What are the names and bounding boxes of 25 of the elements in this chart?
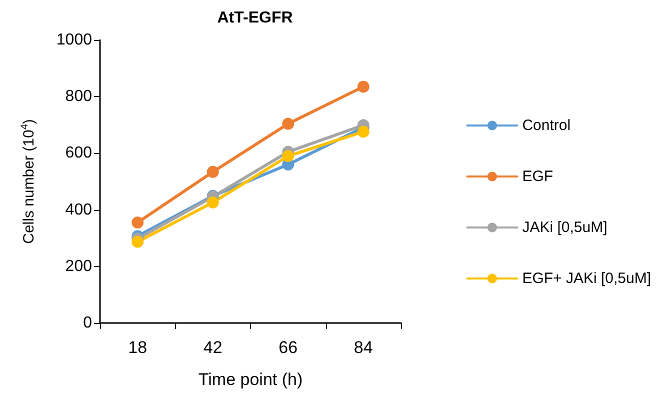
legend-label: EGF	[522, 168, 554, 185]
chart-title: AtT-EGFR	[217, 10, 294, 26]
y-tick-label: 200	[65, 258, 92, 275]
point	[357, 126, 370, 138]
y-tick-label: 400	[65, 201, 92, 218]
y-tick-label: 800	[65, 88, 92, 106]
legend-label: JAKi [0,5uM]	[522, 219, 608, 236]
point	[206, 166, 219, 178]
point	[206, 196, 219, 208]
point	[132, 236, 144, 248]
x-axis-title: Time point (h)	[198, 370, 303, 389]
x-tick-label: 66	[278, 338, 298, 357]
legend-label: Control	[522, 117, 571, 134]
point	[282, 150, 294, 162]
x-tick-label: 84	[354, 338, 373, 357]
y-tick-label: 0	[83, 314, 92, 332]
y-tick-label: 1000	[56, 32, 92, 48]
y-tick-label: 600	[65, 144, 92, 162]
point	[357, 80, 370, 93]
point	[132, 216, 144, 229]
x-tick-label: 18	[128, 338, 148, 357]
legend-label: EGF+ JAKi [0,5uM]	[522, 270, 651, 287]
point	[282, 118, 294, 130]
y-axis-title: Cells number (104)	[20, 119, 38, 244]
x-tick-label: 42	[203, 338, 222, 357]
